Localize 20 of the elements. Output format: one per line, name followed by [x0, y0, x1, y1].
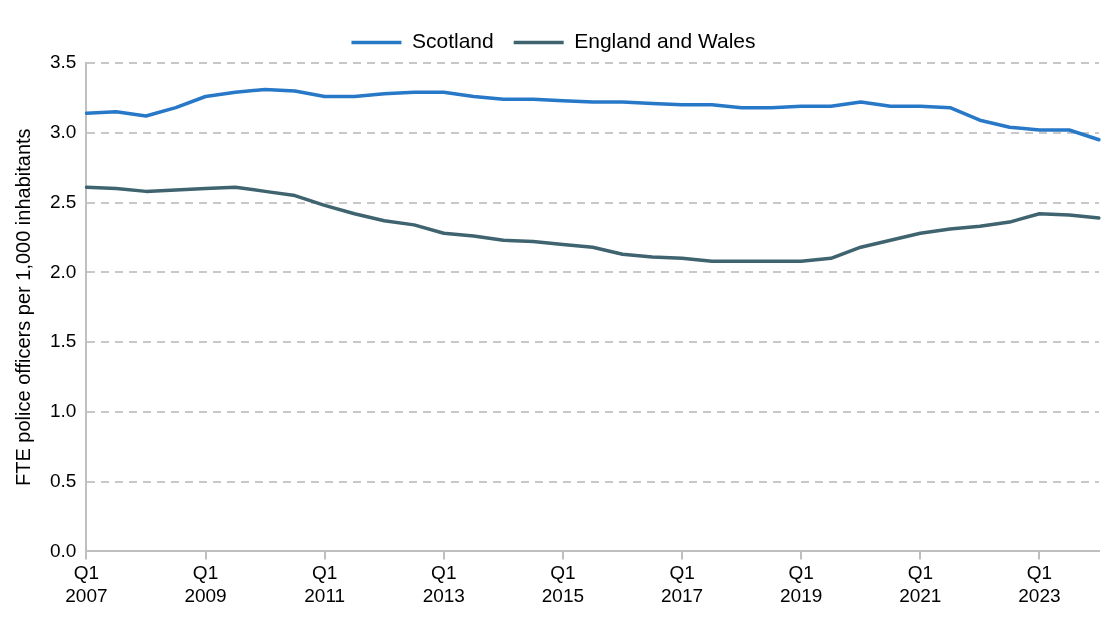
y-tick-label: 0.5	[49, 469, 77, 491]
y-tick-label: 1.5	[49, 330, 77, 352]
y-tick-label: 1.0	[49, 400, 77, 422]
x-tick-label: Q1 2011	[304, 562, 346, 606]
x-tick-label: Q1 2007	[65, 562, 108, 606]
x-tick-label: Q1 2019	[780, 562, 823, 606]
x-tick-label: Q1 2017	[660, 562, 704, 606]
x-tick-label: Q1 2021	[899, 562, 942, 606]
legend-label: Scotland	[411, 29, 494, 53]
y-tick-label: 2.5	[49, 190, 77, 212]
y-tick-label: 3.0	[49, 121, 77, 143]
x-tick-label: Q1 2015	[541, 562, 585, 606]
y-tick-label: 3.5	[49, 51, 77, 73]
x-tick-label: Q1 2023	[1018, 562, 1061, 606]
x-tick-label: Q1 2013	[422, 562, 465, 606]
x-tick-label: Q1 2009	[184, 562, 227, 606]
legend-label: England and Wales	[574, 29, 756, 53]
y-tick-label: 2.0	[49, 260, 77, 282]
y-tick-label: 0.0	[49, 539, 77, 561]
y-axis-title: FTE police officers per 1,000 inhabitants	[11, 128, 34, 486]
